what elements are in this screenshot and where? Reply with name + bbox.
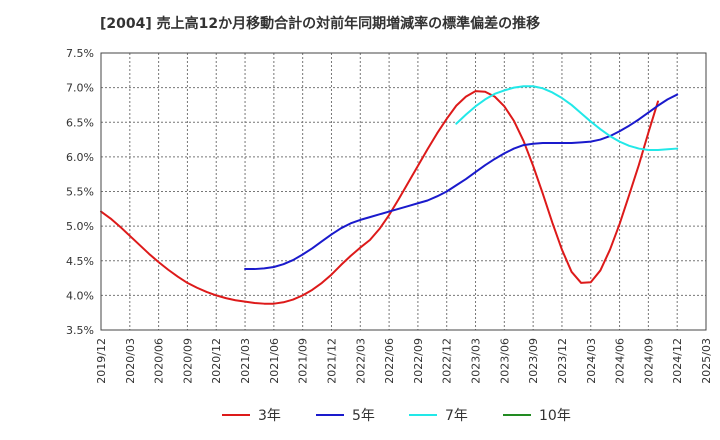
y-tick-label: 5.5% [66,186,94,199]
series-line-5年 [244,93,679,271]
legend-label: 7年 [445,408,468,424]
x-tick-label: 2025/03 [700,338,713,384]
chart-title: [2004] 売上高12か月移動合計の対前年同期増減率の標準偏差の推移 [100,16,541,32]
legend-swatch [222,414,250,416]
x-tick-label: 2021/03 [239,338,252,384]
legend-item: 5年 [316,404,375,426]
plot-border [100,52,707,331]
x-tick-label: 2022/09 [412,338,425,384]
x-tick-label: 2023/09 [527,338,540,384]
x-tick-label: 2020/09 [181,338,194,384]
x-tick-label: 2021/12 [325,338,338,384]
series-lines [100,85,679,305]
axes: 2019/12 2020/03 2020/06 2020/09 2020/12 2021/… [66,47,713,384]
x-tick-label: 2023/03 [470,338,483,384]
y-tick-label: 4.0% [66,289,94,302]
series-line-3年 [100,90,659,305]
legend-swatch [316,414,344,416]
legend-swatch [409,414,437,416]
legend-label: 3年 [258,408,281,424]
x-tick-label: 2023/12 [556,338,569,384]
y-tick-label: 7.5% [66,47,94,60]
x-tick-label: 2019/12 [95,338,108,384]
x-tick-label: 2022/12 [441,338,454,384]
x-tick-label: 2022/06 [383,338,396,384]
x-tick-label: 2024/12 [671,338,684,384]
y-tick-label: 3.5% [66,324,94,337]
x-tick-label: 2020/12 [210,338,223,384]
x-tick-label: 2024/06 [614,338,627,384]
grid [101,53,706,330]
legend-item: 10年 [503,404,571,426]
y-tick-label: 5.0% [66,220,94,233]
legend-item: 7年 [409,404,468,426]
y-tick-label: 6.0% [66,151,94,164]
x-tick-label: 2023/06 [498,338,511,384]
x-tick-label: 2020/03 [124,338,137,384]
y-tick-label: 7.0% [66,82,94,95]
y-tick-label: 6.5% [66,116,94,129]
series-line-7年 [455,85,679,151]
x-tick-label: 2022/03 [354,338,367,384]
x-tick-label: 2024/03 [585,338,598,384]
legend-item: 3年 [222,404,281,426]
x-tick-label: 2024/09 [642,338,655,384]
x-tick-label: 2021/06 [268,338,281,384]
legend-swatch [503,414,531,416]
x-tick-label: 2021/09 [297,338,310,384]
legend-label: 5年 [352,408,375,424]
y-tick-label: 4.5% [66,255,94,268]
legend-label: 10年 [539,408,571,424]
legend: 3年 5年 7年 10年 [0,404,720,426]
x-tick-label: 2020/06 [153,338,166,384]
